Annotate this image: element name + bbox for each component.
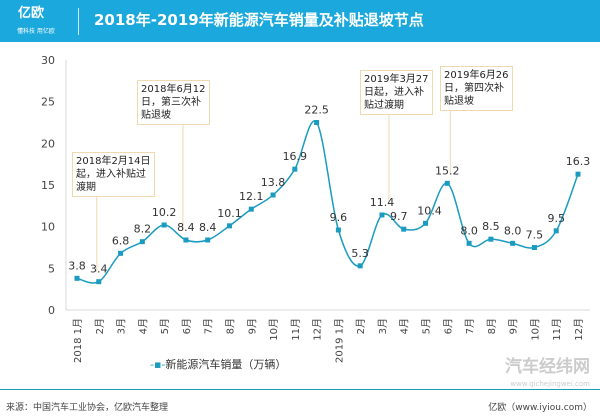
data-label: 9.5 bbox=[547, 212, 565, 225]
legend-label: 新能源汽车销量（万辆） bbox=[165, 358, 287, 371]
data-label: 3.8 bbox=[68, 259, 86, 272]
x-tick-label: 3月 bbox=[377, 318, 389, 334]
data-point bbox=[205, 237, 211, 243]
x-tick-label: 10月 bbox=[529, 318, 541, 341]
annotation-box: 2018年2月14日 起，进入补贴过 渡期 bbox=[72, 152, 155, 197]
data-point bbox=[270, 192, 276, 198]
x-tick-label: 9月 bbox=[246, 318, 258, 334]
data-point bbox=[335, 227, 341, 233]
logo-subtitle: 懂科技 用亿欧 bbox=[17, 28, 55, 35]
divider bbox=[78, 8, 79, 35]
data-label: 16.3 bbox=[566, 155, 591, 168]
x-tick-label: 4月 bbox=[137, 318, 149, 334]
data-label: 9.6 bbox=[330, 211, 348, 224]
y-tick-label: 5 bbox=[48, 262, 55, 275]
x-tick-label: 12月 bbox=[573, 318, 585, 341]
x-tick-label: 8月 bbox=[486, 318, 498, 334]
source-note: 来源：中国汽车工业协会，亿欧汽车整理 bbox=[6, 403, 169, 413]
data-label: 6.8 bbox=[112, 234, 130, 247]
data-point bbox=[531, 245, 537, 250]
x-tick-label: 6月 bbox=[181, 318, 193, 334]
data-point bbox=[379, 212, 385, 218]
x-tick-label: 6月 bbox=[442, 318, 454, 334]
x-tick-label: 5月 bbox=[159, 318, 171, 334]
data-point bbox=[466, 240, 472, 246]
watermark: 汽车经纬网 bbox=[505, 357, 590, 377]
data-label: 8.0 bbox=[504, 224, 522, 237]
x-tick-label: 7月 bbox=[203, 318, 215, 334]
data-label: 7.5 bbox=[526, 229, 544, 242]
data-label: 5.3 bbox=[351, 247, 369, 260]
data-point bbox=[357, 263, 363, 269]
data-point bbox=[96, 279, 102, 285]
x-tick-label: 10月 bbox=[268, 318, 280, 341]
x-tick-label: 12月 bbox=[312, 318, 324, 341]
data-point bbox=[510, 240, 516, 246]
series-line bbox=[76, 120, 579, 284]
x-tick-label: 2018 1月 bbox=[72, 318, 84, 363]
data-point bbox=[488, 236, 494, 242]
x-tick-label: 2月 bbox=[355, 318, 367, 334]
data-label: 12.1 bbox=[239, 190, 264, 203]
x-tick-label: 4月 bbox=[399, 318, 411, 334]
x-tick-label: 11月 bbox=[551, 318, 563, 341]
x-tick-label: 5月 bbox=[421, 318, 433, 334]
data-point bbox=[423, 220, 429, 226]
data-label: 8.4 bbox=[199, 221, 217, 234]
data-point bbox=[118, 250, 124, 256]
data-label: 15.2 bbox=[435, 164, 460, 177]
data-point bbox=[161, 222, 167, 228]
x-tick-label: 8月 bbox=[224, 318, 236, 334]
data-label: 8.0 bbox=[460, 224, 478, 237]
y-tick-label: 15 bbox=[41, 179, 55, 192]
legend-marker-icon: -▪- bbox=[150, 358, 166, 371]
x-tick-label: 2月 bbox=[94, 318, 106, 334]
data-point bbox=[226, 223, 232, 229]
data-label: 8.4 bbox=[177, 221, 195, 234]
credit: 亿欧（www.iyiou.com） bbox=[488, 403, 592, 413]
annotation-box: 2019年3月27 日起，进入补 贴过渡期 bbox=[360, 70, 433, 115]
logo: 亿欧 bbox=[18, 6, 45, 21]
x-tick-label: 7月 bbox=[464, 318, 476, 334]
header: 亿欧 懂科技 用亿欧 2018年-2019年新能源汽车销量及补贴退坡节点 bbox=[0, 0, 600, 42]
data-point bbox=[553, 228, 559, 234]
y-tick-label: 10 bbox=[41, 221, 55, 234]
annotation-box: 2019年6月26 日，第四次补 贴退坡 bbox=[440, 66, 513, 111]
data-point bbox=[575, 171, 581, 177]
data-point bbox=[401, 226, 407, 232]
x-tick-label: 3月 bbox=[116, 318, 128, 334]
data-label: 10.2 bbox=[152, 206, 177, 219]
annotation-box: 2018年6月12 日，第三次补 贴退坡 bbox=[137, 80, 210, 125]
y-tick-label: 30 bbox=[41, 54, 55, 67]
data-point bbox=[139, 239, 145, 245]
watermark-url: www.qichejingwei.com bbox=[510, 380, 590, 388]
legend: -▪-新能源汽车销量（万辆） bbox=[150, 358, 286, 372]
y-tick-label: 25 bbox=[41, 96, 55, 109]
data-label: 13.8 bbox=[261, 176, 286, 189]
data-point bbox=[74, 275, 80, 281]
x-tick-label: 2019 1月 bbox=[333, 318, 345, 363]
data-label: 10.4 bbox=[417, 204, 442, 217]
data-label: 22.5 bbox=[304, 104, 329, 117]
page-title: 2018年-2019年新能源汽车销量及补贴退坡节点 bbox=[94, 11, 424, 29]
data-label: 10.1 bbox=[217, 207, 242, 220]
data-label: 8.5 bbox=[482, 220, 500, 233]
data-label: 11.4 bbox=[370, 196, 395, 209]
data-point bbox=[444, 180, 450, 186]
data-label: 8.2 bbox=[134, 223, 152, 236]
data-label: 9.7 bbox=[390, 210, 408, 223]
footer-rule bbox=[0, 389, 600, 390]
x-tick-label: 11月 bbox=[290, 318, 302, 341]
y-tick-label: 0 bbox=[48, 304, 55, 317]
data-label: 16.9 bbox=[283, 150, 308, 163]
x-tick-label: 9月 bbox=[508, 318, 520, 334]
data-label: 3.4 bbox=[90, 263, 108, 276]
data-point bbox=[314, 120, 320, 125]
data-point bbox=[292, 166, 298, 172]
data-point bbox=[248, 206, 254, 212]
y-tick-label: 20 bbox=[41, 137, 55, 150]
data-point bbox=[183, 237, 189, 243]
